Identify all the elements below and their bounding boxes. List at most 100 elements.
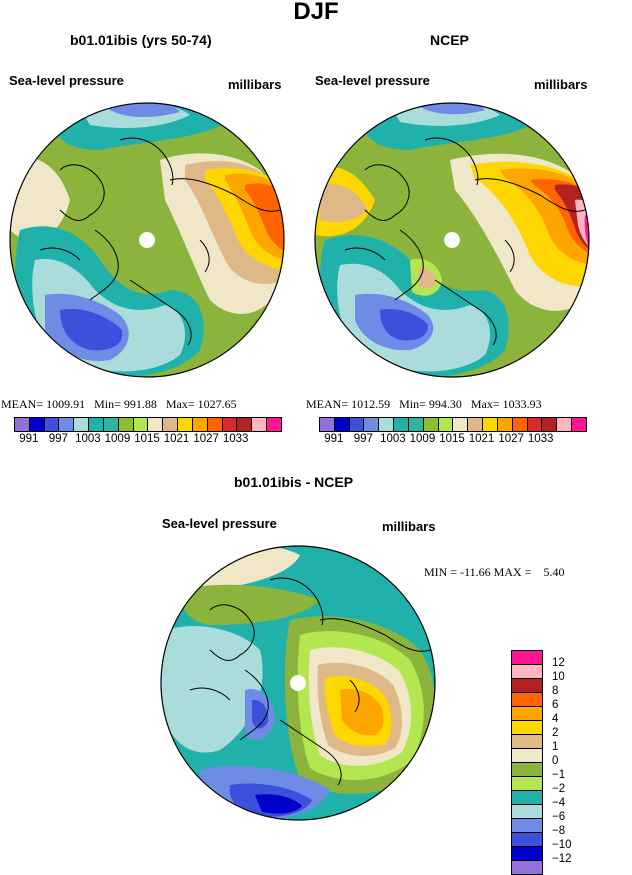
- panel1-colorbar-swatch: [252, 418, 268, 431]
- panel1-colorbar-swatch: [15, 418, 30, 431]
- difference-colorbar-swatch: [512, 721, 542, 735]
- panel2-max-label: Max=: [470, 397, 500, 411]
- panel1-colorbar-swatch: [44, 418, 60, 431]
- difference-colorbar-swatch: [512, 763, 542, 777]
- panel3-max-label: MAX =: [493, 565, 532, 579]
- panel1-max-value: 1027.65: [197, 397, 237, 411]
- panel1-colorbar-swatch: [133, 418, 149, 431]
- panel2-colorbar-swatch: [408, 418, 424, 431]
- panel1-colorbar-swatch: [237, 418, 253, 431]
- panel1-colorbar-tick-label: 1033: [222, 433, 249, 445]
- panel2-colorbar-swatch: [334, 418, 350, 431]
- panel2-mean-value: 1012.59: [351, 397, 391, 411]
- difference-colorbar-tick-label: −10: [552, 839, 572, 851]
- panel1-colorbar-swatch: [89, 418, 104, 431]
- difference-map: [161, 546, 435, 820]
- panel1-colorbar-swatch: [163, 418, 179, 431]
- difference-colorbar-tick-label: −2: [552, 783, 566, 795]
- difference-colorbar-tick-label: 0: [552, 755, 559, 767]
- panel1-title: b01.01ibis (yrs 50-74): [70, 32, 212, 48]
- panel1-right-label: millibars: [228, 77, 282, 92]
- panel2-colorbar: [319, 417, 587, 432]
- difference-colorbar-tick-label: 6: [552, 699, 559, 711]
- panel2-colorbar-labels: 991 997 1003 1009 1015 1021 1027 1033: [319, 433, 585, 447]
- panel1-colorbar-swatch: [118, 418, 134, 431]
- difference-colorbar-tick-label: −1: [552, 769, 566, 781]
- panel1-colorbar-tick-label: 991: [19, 433, 39, 445]
- panel1-colorbar-tick-label: 1027: [193, 433, 219, 445]
- panel2-colorbar-swatch: [349, 418, 365, 431]
- panel2-colorbar-tick-label: 1015: [439, 433, 465, 445]
- panel1-min-label: Min=: [94, 397, 121, 411]
- difference-colorbar-swatch: [512, 693, 542, 707]
- panel1-map: [10, 103, 284, 377]
- difference-colorbar-tick-label: 2: [552, 727, 559, 739]
- difference-colorbar-tick-label: −6: [552, 811, 566, 823]
- panel2-min-label: Min=: [399, 397, 426, 411]
- panel1-colorbar-tick-label: 1015: [134, 433, 160, 445]
- panel3-title: b01.01ibis - NCEP: [234, 474, 354, 490]
- maps-layer: [9, 102, 590, 821]
- panel2-colorbar-tick-label: 991: [324, 433, 344, 445]
- panel2-colorbar-swatch: [379, 418, 395, 431]
- difference-colorbar-tick-label: −8: [552, 825, 566, 837]
- difference-colorbar-swatch: [512, 777, 542, 791]
- panel1-min-value: 991.88: [123, 397, 157, 411]
- panel1-colorbar-tick-label: 1003: [75, 433, 101, 445]
- difference-colorbar-swatch: [512, 651, 542, 665]
- difference-colorbar-tick-label: 12: [552, 657, 565, 669]
- panel2-colorbar-swatch: [512, 418, 528, 431]
- difference-colorbar-swatch: [512, 749, 542, 763]
- panel2-colorbar-swatch: [557, 418, 573, 431]
- panel2-colorbar-tick-label: 1003: [380, 433, 406, 445]
- difference-colorbar-swatch: [512, 847, 542, 861]
- panel1-mean-label: MEAN=: [1, 397, 44, 411]
- panel2-title: NCEP: [430, 32, 469, 48]
- difference-colorbar-swatch: [512, 735, 542, 749]
- panel2-colorbar-swatch: [572, 418, 586, 431]
- panel2-left-label: Sea-level pressure: [315, 73, 430, 88]
- difference-colorbar-tick-label: 8: [552, 685, 559, 697]
- panel1-colorbar-tick-label: 1021: [163, 433, 190, 445]
- difference-colorbar-tick-label: −4: [552, 797, 566, 809]
- panel2-colorbar-swatch: [453, 418, 469, 431]
- panel2-colorbar-tick-label: 1027: [498, 433, 524, 445]
- difference-colorbar-swatch: [512, 707, 542, 721]
- difference-colorbar-swatch: [512, 861, 542, 874]
- panel2-right-label: millibars: [534, 77, 588, 92]
- panel2-colorbar-swatch: [320, 418, 335, 431]
- panel2-max-value: 1033.93: [502, 397, 542, 411]
- difference-colorbar-swatch: [512, 679, 542, 693]
- panel3-right-label: millibars: [382, 519, 436, 534]
- panel2-colorbar-swatch: [364, 418, 380, 431]
- panel1-left-label: Sea-level pressure: [9, 73, 124, 88]
- panel1-colorbar: [14, 417, 282, 432]
- panel1-colorbar-swatch: [59, 418, 75, 431]
- panel2-mean-label: MEAN=: [306, 397, 349, 411]
- panel2-min-value: 994.30: [428, 397, 462, 411]
- panel3-left-label: Sea-level pressure: [162, 516, 277, 531]
- panel1-colorbar-tick-label: 1009: [104, 433, 131, 445]
- difference-colorbar-tick-label: 1: [552, 741, 559, 753]
- panel1-colorbar-swatch: [222, 418, 238, 431]
- panel1-stats: MEAN= 1009.91 Min= 991.88 Max= 1027.65: [1, 397, 237, 412]
- panel1-colorbar-swatch: [192, 418, 208, 431]
- panel1-colorbar-swatch: [207, 418, 223, 431]
- panel2-colorbar-tick-label: 1021: [468, 433, 495, 445]
- difference-colorbar: [511, 650, 543, 875]
- panel3-min-label: MIN =: [424, 565, 458, 579]
- panel2-colorbar-swatch: [394, 418, 409, 431]
- panel2-colorbar-swatch: [542, 418, 558, 431]
- panel3-min-value: -11.66: [460, 565, 491, 579]
- panel2-colorbar-tick-label: 1033: [527, 433, 554, 445]
- panel2-colorbar-swatch: [423, 418, 439, 431]
- difference-colorbar-swatch: [512, 791, 542, 805]
- difference-colorbar-tick-label: 4: [552, 713, 559, 725]
- panel1-colorbar-swatch: [267, 418, 281, 431]
- difference-colorbar-swatch: [512, 665, 542, 679]
- panel1-colorbar-swatch: [74, 418, 90, 431]
- panel2-stats: MEAN= 1012.59 Min= 994.30 Max= 1033.93: [306, 397, 542, 412]
- difference-colorbar-tick-label: −12: [552, 853, 572, 865]
- panel1-colorbar-swatch: [148, 418, 164, 431]
- difference-colorbar-swatch: [512, 805, 542, 819]
